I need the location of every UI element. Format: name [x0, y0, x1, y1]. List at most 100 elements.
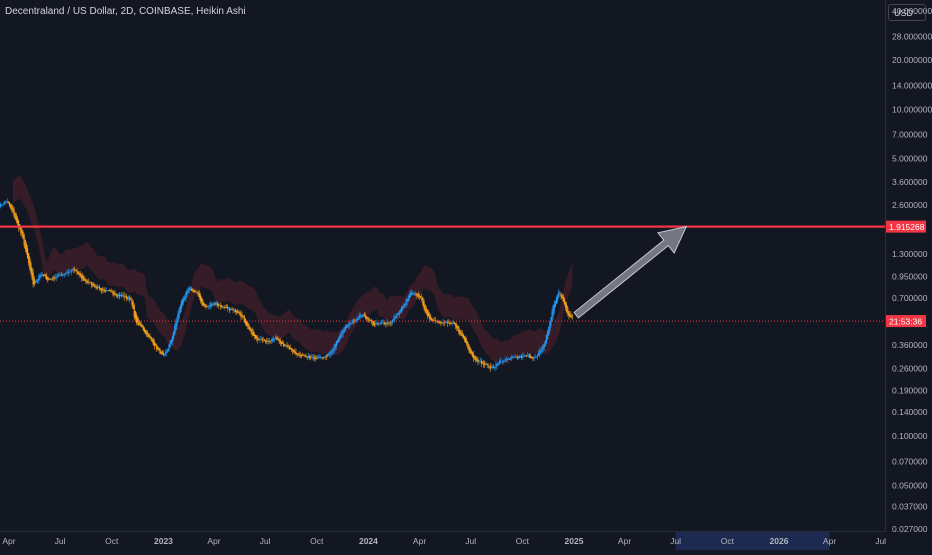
candle-body — [425, 305, 426, 311]
candle-body — [66, 273, 67, 274]
candle-body — [383, 323, 384, 324]
candle-body — [386, 323, 387, 324]
candle-body — [124, 296, 125, 298]
candle-body — [103, 290, 104, 291]
candle-body — [256, 336, 257, 338]
candle-body — [546, 335, 547, 343]
candle-body — [511, 357, 512, 358]
candle-body — [195, 292, 196, 293]
candle-body — [209, 306, 210, 307]
time-tick-label: 2026 — [770, 536, 789, 546]
candle-body — [199, 293, 200, 297]
candle-body — [162, 352, 163, 354]
candle-body — [267, 340, 268, 341]
candle-body — [571, 315, 572, 317]
candle-body — [53, 276, 54, 279]
candle-body — [93, 284, 94, 287]
candle-body — [302, 355, 303, 356]
candle-body — [403, 304, 404, 308]
candle-body — [48, 279, 49, 280]
candle-body — [279, 339, 280, 341]
candle-body — [445, 322, 446, 323]
candle-body — [455, 323, 456, 325]
price-tick-label: 0.070000 — [892, 456, 928, 466]
candle-body — [192, 290, 193, 291]
candle-body — [405, 300, 406, 305]
candle-body — [201, 298, 202, 302]
candle-body — [331, 351, 332, 353]
candle-body — [102, 289, 103, 290]
candle-body — [36, 281, 37, 282]
candle-body — [382, 322, 383, 323]
candle-body — [477, 360, 478, 362]
candle-body — [212, 304, 213, 305]
candle-body — [568, 311, 569, 316]
candle-body — [64, 274, 65, 275]
candle-body — [447, 322, 448, 323]
candle-body — [255, 335, 256, 338]
time-tick-label: Apr — [823, 536, 836, 546]
candle-body — [328, 354, 329, 356]
candle-body — [111, 291, 112, 292]
candle-body — [440, 322, 441, 323]
candle-body — [188, 290, 189, 293]
candle-body — [432, 320, 433, 321]
candle-body — [400, 310, 401, 313]
candle-body — [482, 362, 483, 363]
candle-body — [208, 305, 209, 306]
candle-body — [505, 359, 506, 361]
candle-body — [410, 293, 411, 297]
candle-body — [380, 323, 381, 324]
candle-body — [224, 307, 225, 308]
candle-body — [496, 363, 497, 365]
candle-body — [444, 323, 445, 324]
candle-body — [210, 304, 211, 306]
candle-body — [346, 325, 347, 328]
candle-body — [189, 288, 190, 291]
chart-title: Decentraland / US Dollar, 2D, COINBASE, … — [5, 6, 246, 17]
candle-body — [277, 339, 278, 340]
candle-body — [323, 358, 324, 359]
candle-body — [304, 356, 305, 357]
candle-body — [363, 314, 364, 316]
candle-body — [91, 282, 92, 285]
candle-body — [391, 322, 392, 323]
candle-body — [526, 356, 527, 357]
candle-body — [352, 322, 353, 323]
price-tick-label: 2.600000 — [892, 200, 928, 210]
candle-body — [394, 316, 395, 320]
candle-body — [213, 303, 214, 305]
candle-body — [490, 366, 491, 369]
candle-body — [140, 324, 141, 327]
candle-body — [525, 355, 526, 356]
candle-body — [322, 357, 323, 358]
candle-body — [551, 311, 552, 322]
time-tick-label: Oct — [516, 536, 530, 546]
candle-body — [180, 305, 181, 313]
currency-button[interactable]: USD — [888, 4, 926, 21]
candle-body — [190, 288, 191, 290]
candle-body — [294, 351, 295, 353]
candle-body — [109, 290, 110, 291]
candle-body — [389, 322, 390, 323]
candle-body — [448, 323, 449, 324]
candle-body — [227, 307, 228, 308]
candle-body — [349, 322, 350, 325]
candle-body — [507, 358, 508, 360]
candle-body — [7, 201, 8, 202]
candle-body — [62, 274, 63, 275]
candle-body — [159, 349, 160, 354]
candle-body — [280, 340, 281, 343]
candle-body — [320, 357, 321, 358]
candle-body — [288, 346, 289, 347]
candle-body — [429, 315, 430, 319]
candle-body — [567, 308, 568, 314]
candle-body — [457, 326, 458, 329]
candle-body — [108, 290, 109, 291]
candle-body — [239, 312, 240, 314]
candle-body — [241, 315, 242, 317]
candle-body — [115, 294, 116, 295]
candle-body — [143, 326, 144, 330]
